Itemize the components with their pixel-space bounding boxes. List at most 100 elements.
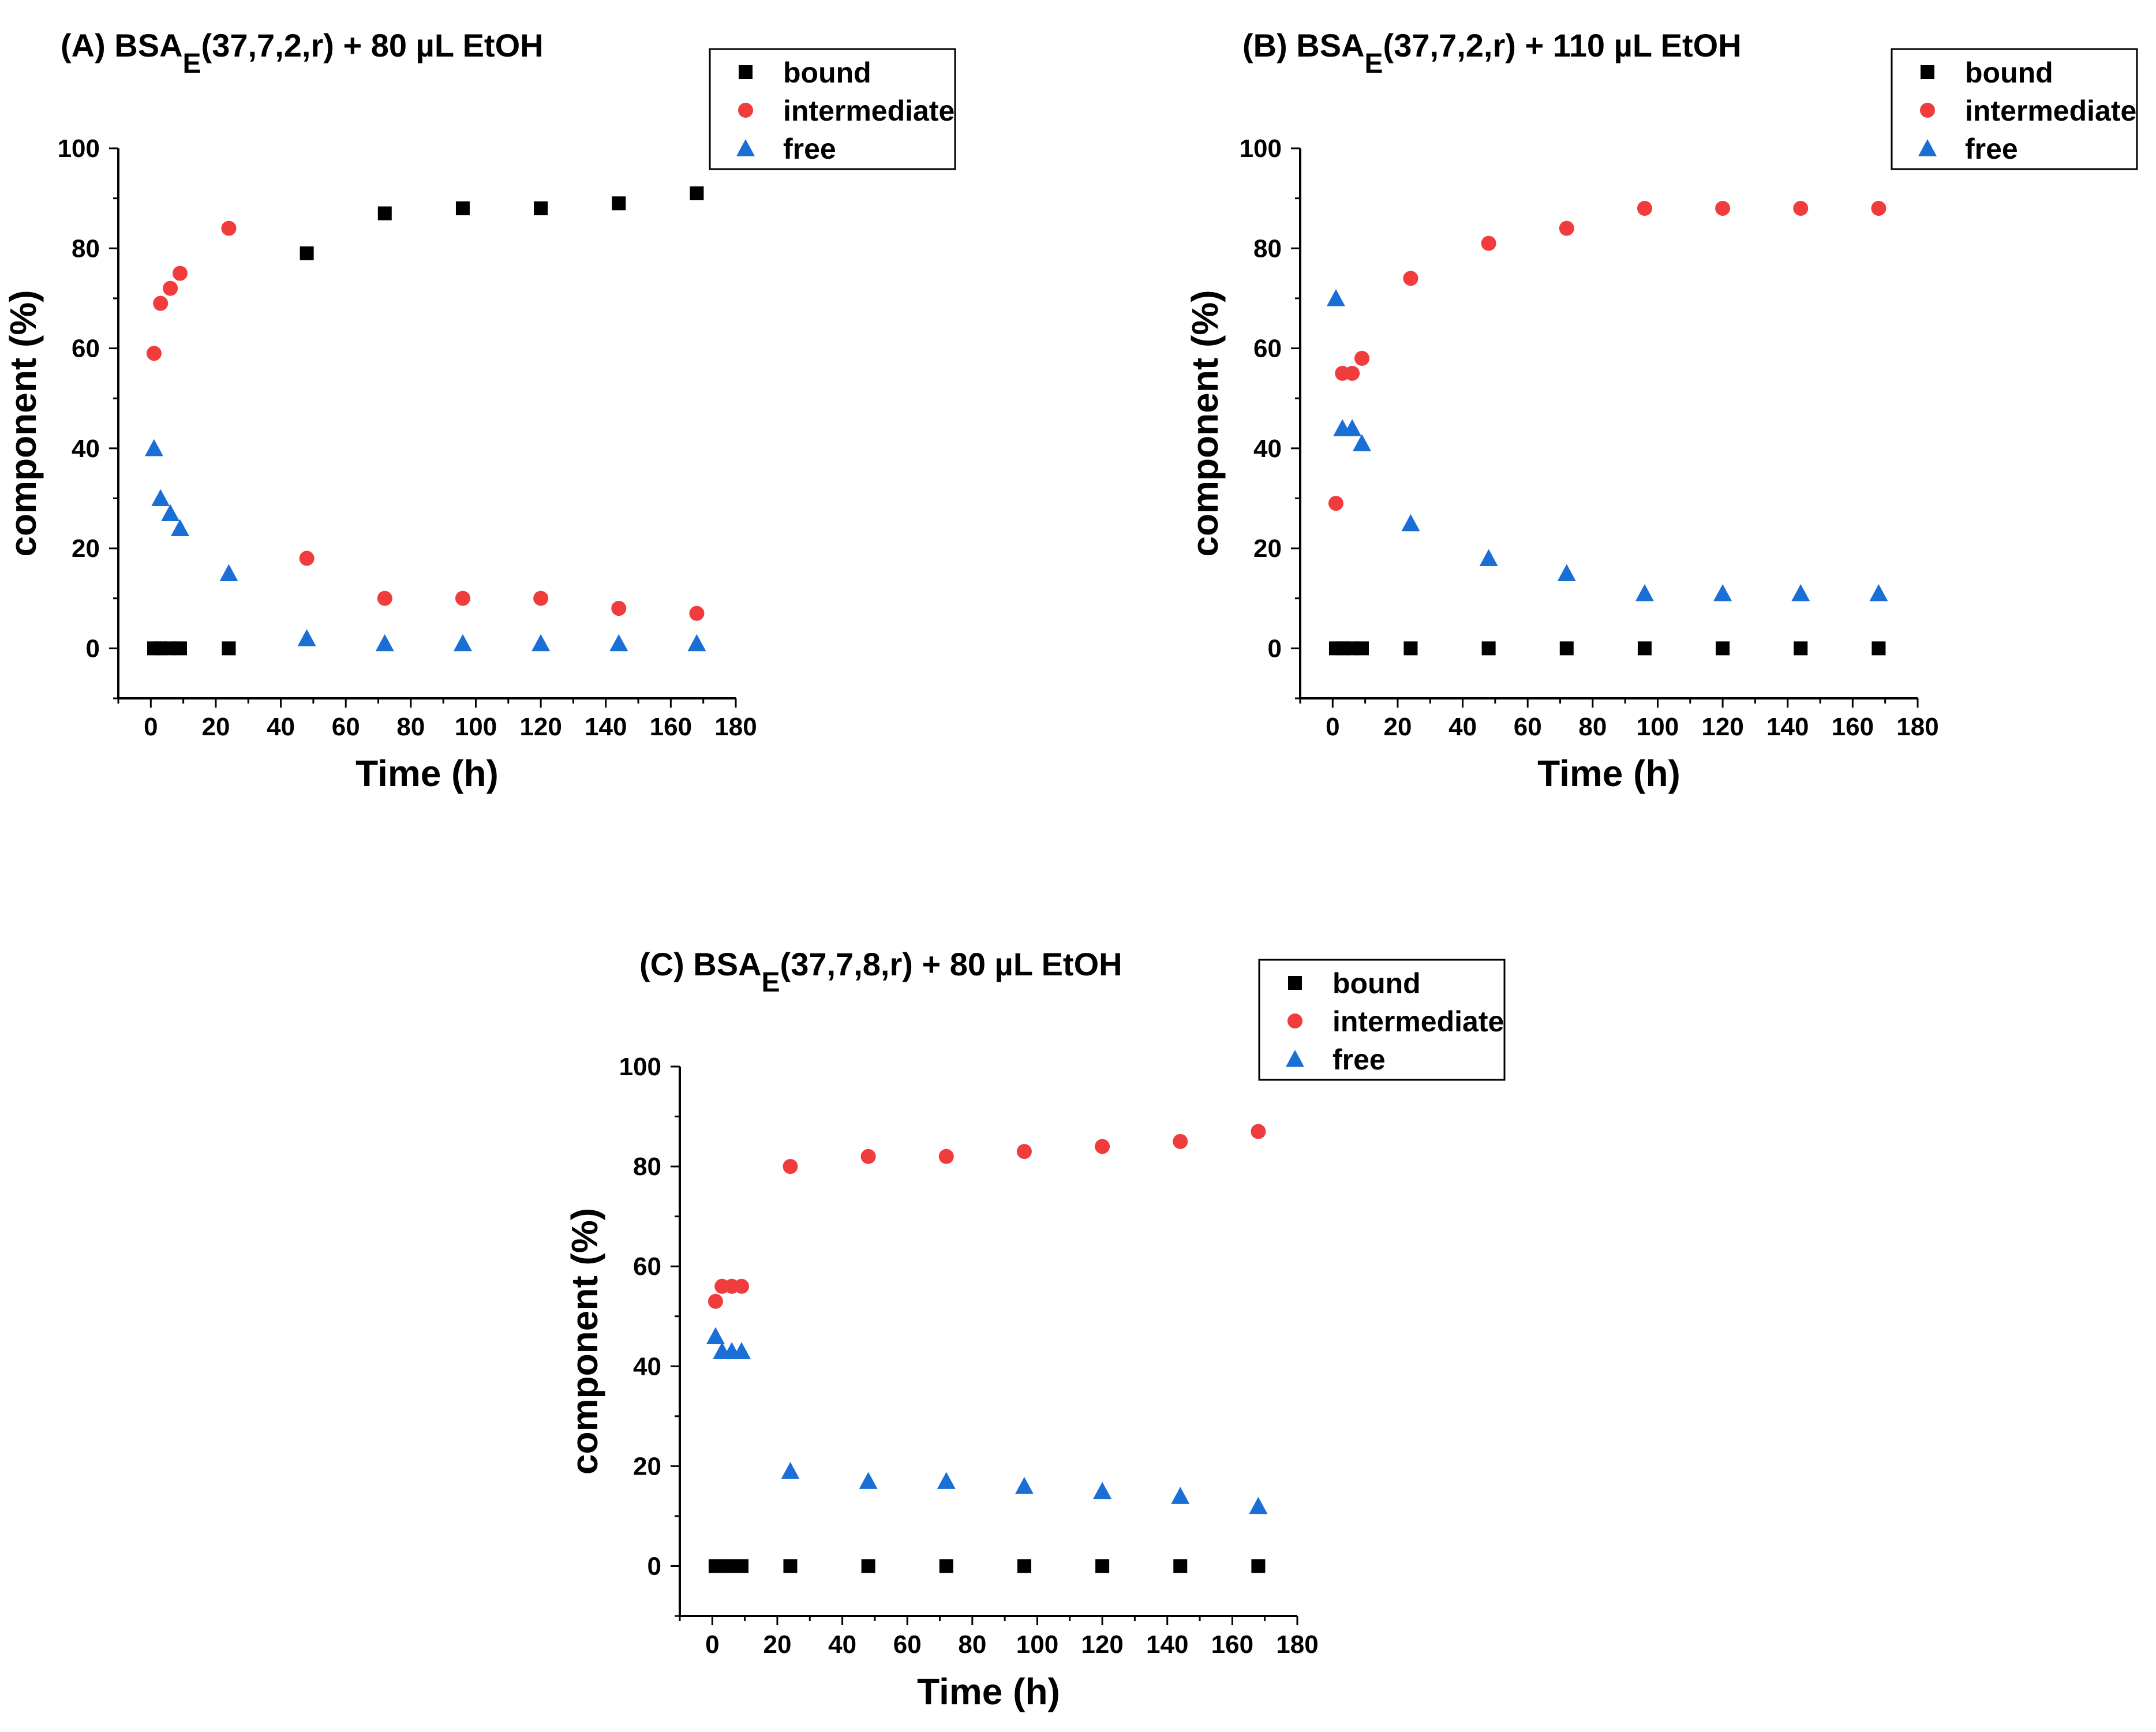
panel-a-point-free <box>219 564 238 582</box>
panel-c-xtick-label: 100 <box>1016 1630 1058 1659</box>
panel-a-title-subscript: E <box>183 48 201 79</box>
panel-a-xtick-label: 160 <box>650 713 692 741</box>
panel-b-title-subscript: E <box>1365 48 1383 79</box>
panel-a-point-bound <box>455 201 470 215</box>
panel-b-ytick-label: 0 <box>1268 634 1282 663</box>
panel-a-point-intermediate <box>611 601 627 616</box>
panel-a-xtick-label: 140 <box>585 713 627 741</box>
panel-b-point-free <box>1713 584 1732 601</box>
panel-c-point-intermediate <box>1016 1144 1032 1159</box>
panel-b-xtick-label: 180 <box>1896 713 1938 741</box>
panel-b-point-free <box>1326 289 1345 306</box>
panel-b-point-intermediate <box>1354 350 1369 366</box>
panel-a-point-free <box>531 634 551 652</box>
panel-b-legend-label-free: free <box>1965 133 2018 165</box>
panel-b-point-free <box>1353 434 1371 451</box>
panel-a-point-free <box>687 634 706 652</box>
panel-c-title-suffix: (37,7,8,r) + 80 µL EtOH <box>780 946 1122 982</box>
panel-b-legend-marker-intermediate <box>1920 103 1935 118</box>
panel-c-title: (C) BSAE(37,7,8,r) + 80 µL EtOH <box>639 946 1122 998</box>
panel-a-title-suffix: (37,7,2,r) + 80 µL EtOH <box>201 27 544 63</box>
panel-a-ytick-label: 40 <box>72 435 100 463</box>
panel-b-xtick-label: 140 <box>1766 713 1809 741</box>
panel-a-point-free <box>297 629 316 646</box>
panel-b-point-bound <box>1559 641 1574 656</box>
panel-c-xtick-label: 180 <box>1276 1630 1318 1659</box>
panel-c-legend-marker-free <box>1286 1050 1304 1067</box>
panel-b-xtick-label: 60 <box>1514 713 1542 741</box>
panel-b-point-bound <box>1716 641 1730 656</box>
panel-b-ytick-label: 20 <box>1253 534 1282 563</box>
panel-b-point-free <box>1635 584 1654 601</box>
panel-b-point-intermediate <box>1559 220 1574 236</box>
panel-c-legend-label-bound: bound <box>1332 967 1421 1000</box>
panel-a-point-free <box>144 439 163 457</box>
panel-a-xtick-label: 40 <box>267 713 295 741</box>
panel-a-point-bound <box>690 186 704 200</box>
panel-c-point-intermediate <box>783 1159 798 1174</box>
panel-a-point-bound <box>377 206 392 220</box>
panel-b-legend-label-intermediate: intermediate <box>1965 95 2136 127</box>
panel-a-point-free <box>161 504 180 522</box>
panel-b-title-suffix: (37,7,2,r) + 110 µL EtOH <box>1383 27 1742 63</box>
panel-a-point-intermediate <box>146 346 162 361</box>
panel-c: (C) BSAE(37,7,8,r) + 80 µL EtOH 0 20 40 60 8… <box>564 946 1506 1712</box>
panel-b-point-free <box>1479 549 1498 567</box>
panel-c-point-bound <box>783 1559 798 1573</box>
panel-c-xtick-label: 120 <box>1081 1630 1123 1659</box>
panel-c-legend-marker-intermediate <box>1287 1013 1302 1028</box>
panel-a-xtick-label: 20 <box>201 713 230 741</box>
panel-c-xtick-label: 20 <box>763 1630 791 1659</box>
panel-a-point-intermediate <box>455 590 470 606</box>
panel-a-ytick-label: 20 <box>72 534 100 563</box>
panel-a-legend-label-bound: bound <box>783 57 871 89</box>
panel-b-x-axis-label: Time (h) <box>1537 753 1680 794</box>
panel-a-point-bound <box>173 641 187 656</box>
panel-a-point-intermediate <box>173 265 188 281</box>
panel-b-legend: bound intermediate free <box>1891 48 2138 170</box>
panel-c-xtick-label: 40 <box>828 1630 856 1659</box>
panel-b-xtick-label: 40 <box>1448 713 1477 741</box>
panel-c-point-intermediate <box>1251 1124 1266 1139</box>
panel-c-point-bound <box>735 1559 748 1573</box>
panel-b-legend-label-bound: bound <box>1965 57 2053 89</box>
panel-c-point-free <box>937 1472 956 1489</box>
panel-b-point-intermediate <box>1481 235 1496 251</box>
panel-a-point-free <box>609 634 628 652</box>
panel-b-point-bound <box>1794 641 1808 656</box>
panel-a-point-intermediate <box>299 551 315 566</box>
panel-b-legend-marker-bound <box>1921 65 1934 79</box>
panel-c-ytick-label: 60 <box>633 1252 661 1281</box>
panel-c-point-free <box>1093 1482 1112 1499</box>
panel-a-xtick-label: 100 <box>455 713 497 741</box>
panel-a-point-intermediate <box>533 590 549 606</box>
panel-a-legend-marker-free <box>736 139 755 156</box>
panel-a-legend-marker-intermediate <box>738 103 753 118</box>
panel-c-point-bound <box>1251 1559 1266 1573</box>
panel-c-title-subscript: E <box>762 967 780 998</box>
panel-c-xtick-label: 60 <box>893 1630 922 1659</box>
panel-b-ytick-label: 40 <box>1253 435 1282 463</box>
panel-b-point-bound <box>1871 641 1886 656</box>
panel-c-ytick-label: 20 <box>633 1452 661 1480</box>
panel-b-point-bound <box>1637 641 1652 656</box>
panel-a-ytick-label: 80 <box>72 234 100 263</box>
panel-a-legend: bound intermediate free <box>709 48 956 170</box>
panel-c-ytick-label: 0 <box>647 1552 661 1580</box>
panel-a-title: (A) BSAE(37,7,2,r) + 80 µL EtOH <box>61 27 544 79</box>
panel-b-point-intermediate <box>1328 496 1343 511</box>
panel-a-point-intermediate <box>689 605 705 621</box>
panel-b-point-bound <box>1355 641 1369 656</box>
panel-c-title-prefix: (C) BSA <box>639 946 762 982</box>
panel-b-point-bound <box>1403 641 1418 656</box>
panel-b-point-free <box>1401 514 1420 532</box>
panel-a-point-intermediate <box>221 220 237 236</box>
panel-a-legend-marker-bound <box>739 65 753 79</box>
panel-a-point-bound <box>300 246 314 260</box>
panel-c-point-bound <box>939 1559 953 1573</box>
panel-b-point-bound <box>1481 641 1496 656</box>
panel-c-legend: bound intermediate free <box>1258 959 1506 1081</box>
panel-a-xtick-label: 60 <box>332 713 360 741</box>
panel-b-point-intermediate <box>1637 200 1652 216</box>
panel-c-x-axis-label: Time (h) <box>917 1671 1060 1712</box>
